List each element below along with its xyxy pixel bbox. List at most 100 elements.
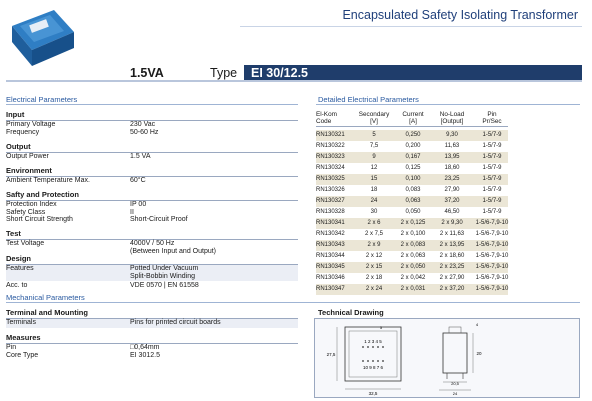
cell-pin: 1-5/7-9 (482, 176, 502, 182)
cell-secondary: 2 x 7,5 (364, 231, 383, 237)
param-row-test-voltage: Test Voltage 4000V / 50 Hz (Between Inpu… (6, 240, 298, 256)
cell-secondary: 2 x 12 (365, 253, 383, 259)
param-label: Terminals (6, 319, 36, 326)
param-value: 230 Vac 50-60 Hz (130, 121, 159, 136)
cell-current: 2 x 0,083 (400, 242, 426, 248)
cell-secondary: 2 x 24 (365, 286, 383, 292)
table-row: RN130324 12 0,125 18,60 1-5/7-9 (316, 163, 508, 174)
cell-pin: 1-5/6-7,9-10 (475, 242, 509, 248)
cell-secondary: 7,5 (369, 143, 379, 149)
param-label: Acc. to (6, 282, 28, 289)
table-row: RN130323 9 0,167 13,95 1-5/7-9 (316, 152, 508, 163)
cell-current: 2 x 0,050 (400, 264, 426, 270)
param-row-pin-core: Pin Core Type □0,64mm EI 3012.5 (6, 344, 298, 360)
param-row-features: Features Potted Under Vacuum Split-Bobbi… (6, 265, 298, 281)
cell-code: RN130347 (316, 286, 345, 292)
table-row: RN130343 2 x 9 2 x 0,083 2 x 13,95 1-5/6-7,9… (316, 240, 508, 251)
cell-noload: 18,60 (444, 165, 460, 171)
table-row: RN130344 2 x 12 2 x 0,063 2 x 18,60 1-5/6-7,… (316, 251, 508, 262)
cell-noload: 9,30 (446, 132, 458, 138)
param-label: Features (6, 265, 34, 272)
title-rule (240, 26, 582, 27)
table-row: RN130321 5 0,250 9,30 1-5/7-9 (316, 130, 508, 141)
cell-secondary: 2 x 9 (367, 242, 381, 248)
cell-secondary: 9 (372, 154, 376, 160)
type-band (244, 65, 582, 80)
technical-drawing: 1 2 3 4 5 10 9 8 7 6 27,5 32,5 5 20 4 20… (327, 322, 482, 396)
cell-code: RN130327 (316, 198, 345, 204)
dim-depth-a-label: 20,5 (451, 381, 460, 386)
document-title: Encapsulated Safety Isolating Transforme… (342, 8, 578, 22)
group-measures: Measures (6, 333, 298, 344)
cell-code: RN130345 (316, 264, 345, 270)
param-value: 60°C (130, 177, 146, 184)
cell-secondary: 18 (370, 187, 378, 193)
cell-noload: 2 x 23,25 (439, 264, 465, 270)
cell-pin: 1-5/6-7,9-10 (475, 220, 509, 226)
dim-pin-spacing-label: 5 (380, 325, 383, 330)
cell-pin: 1-5/7-9 (482, 143, 502, 149)
cell-noload: 46,50 (444, 209, 460, 215)
param-row-terminals: Terminals Pins for printed circuit board… (6, 319, 298, 328)
cell-current: 2 x 0,125 (400, 220, 426, 226)
cell-current: 2 x 0,031 (400, 286, 426, 292)
cell-code: RN130321 (316, 132, 345, 138)
detailed-parameters-rule (316, 104, 580, 105)
power-rating: 1.5VA (130, 66, 164, 80)
mechanical-parameters-rule (6, 302, 580, 303)
technical-drawing-title: Technical Drawing (318, 308, 384, 317)
cell-code: RN130346 (316, 275, 345, 281)
cell-pin: 1-5/6-7,9-10 (475, 231, 509, 237)
cell-secondary: 2 x 6 (367, 220, 381, 226)
front-outline (344, 326, 402, 382)
param-label: Ambient Temperature Max. (6, 177, 90, 184)
table-row: RN130322 7,5 0,200 11,63 1-5/7-9 (316, 141, 508, 152)
cell-current: 0,100 (405, 176, 421, 182)
param-value: IP 00 II Short-Circuit Proof (130, 201, 188, 224)
table-row: RN130328 30 0,050 46,50 1-5/7-9 (316, 207, 508, 218)
cell-noload: 2 x 9,30 (441, 220, 463, 226)
detailed-col-secondary: Secondary [V] (358, 111, 390, 125)
param-value: Potted Under Vacuum Split-Bobbin Winding (130, 265, 199, 280)
cell-pin: 1-5/6-7,9-10 (475, 286, 509, 292)
cell-code: RN130322 (316, 143, 345, 149)
param-value: 1.5 VA (130, 153, 151, 160)
cell-pin: 1-5/7-9 (482, 209, 502, 215)
group-environment: Environment (6, 166, 298, 177)
param-row-protection: Protection Index Safety Class Short Circ… (6, 201, 298, 225)
cell-secondary: 2 x 18 (365, 275, 383, 281)
cell-noload: 2 x 27,90 (439, 275, 465, 281)
table-row: RN130341 2 x 6 2 x 0,125 2 x 9,30 1-5/6-7,9-… (316, 218, 508, 229)
dim-height-label: 27,5 (327, 352, 336, 357)
group-output: Output (6, 142, 298, 153)
param-row-acc-to: Acc. to VDE 0570 | EN 61558 (6, 282, 298, 291)
cell-pin: 1-5/7-9 (482, 132, 502, 138)
cell-current: 2 x 0,100 (400, 231, 426, 237)
param-label: Pin Core Type (6, 344, 39, 359)
type-value: EI 30/12.5 (251, 66, 308, 80)
detailed-parameters-heading: Detailed Electrical Parameters (318, 95, 419, 104)
cell-noload: 2 x 18,60 (439, 253, 465, 259)
cell-current: 2 x 0,063 (400, 253, 426, 259)
cell-code: RN130326 (316, 187, 345, 193)
param-row-output-power: Output Power 1.5 VA (6, 153, 298, 162)
cell-code: RN130341 (316, 220, 345, 226)
detailed-col-current: Current [A] (402, 111, 424, 125)
table-row: RN130327 24 0,063 37,20 1-5/7-9 (316, 196, 508, 207)
detailed-col-code: El-Kom Code (316, 111, 337, 125)
cell-current: 0,125 (405, 165, 421, 171)
cell-code: RN130323 (316, 154, 345, 160)
group-safety: Safty and Protection (6, 190, 298, 201)
detailed-col-pin: Pin Pr/Sec (482, 111, 502, 125)
cell-secondary: 12 (370, 165, 378, 171)
cell-noload: 11,63 (444, 143, 460, 149)
cell-noload: 37,20 (444, 198, 460, 204)
table-row: RN130346 2 x 18 2 x 0,042 2 x 27,90 1-5/6-7,… (316, 273, 508, 284)
cell-code: RN130343 (316, 242, 345, 248)
front-inner (348, 330, 398, 378)
param-label: Protection Index Safety Class Short Circ… (6, 201, 73, 224)
cell-current: 0,200 (405, 143, 421, 149)
electrical-parameters-heading: Electrical Parameters (6, 95, 78, 104)
pin-dots (362, 346, 384, 362)
cell-current: 0,083 (405, 187, 421, 193)
